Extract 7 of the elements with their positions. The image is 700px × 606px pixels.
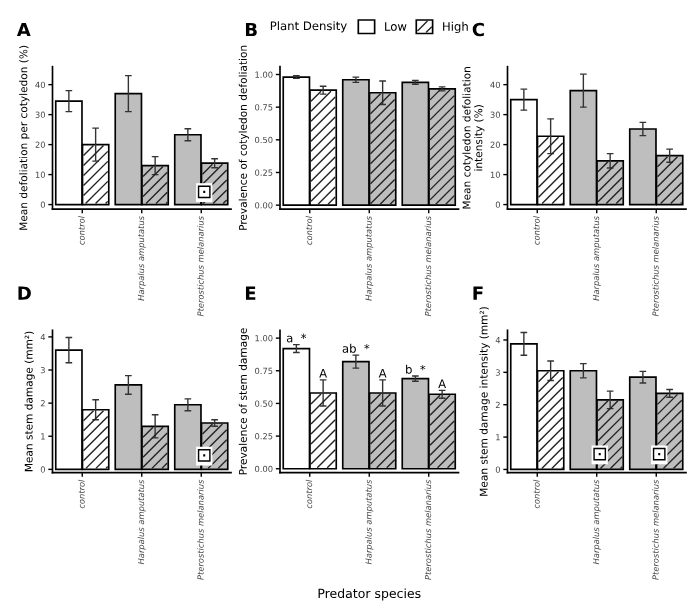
chart-title: C bbox=[472, 22, 484, 37]
chart-title: E bbox=[245, 286, 256, 300]
chart-title: D bbox=[18, 286, 31, 300]
annotation: ⊡ bbox=[593, 447, 607, 461]
chart-title: A bbox=[16, 22, 31, 37]
chart-title: B bbox=[245, 22, 257, 37]
chart-title: F bbox=[473, 286, 483, 300]
